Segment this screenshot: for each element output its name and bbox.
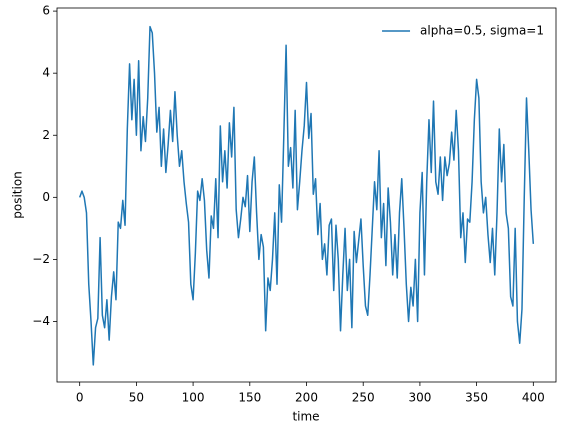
y-tick-label: −4 <box>32 314 50 328</box>
x-tick-label: 250 <box>352 391 375 405</box>
y-tick-label: 6 <box>42 4 50 18</box>
x-tick-label: 200 <box>295 391 318 405</box>
y-tick-label: 0 <box>42 190 50 204</box>
y-axis-label: position <box>11 171 25 219</box>
x-tick-label: 400 <box>522 391 545 405</box>
x-tick-label: 50 <box>129 391 144 405</box>
x-axis-label: time <box>292 410 319 424</box>
x-tick-label: 150 <box>238 391 261 405</box>
y-tick-label: 2 <box>42 128 50 142</box>
y-tick-label: −2 <box>32 252 50 266</box>
x-tick-label: 100 <box>182 391 205 405</box>
axes-frame <box>56 7 557 383</box>
data-line <box>78 25 535 366</box>
x-tick-label: 0 <box>76 391 84 405</box>
legend-label: alpha=0.5, sigma=1 <box>420 24 544 38</box>
y-tick-label: 4 <box>42 66 50 80</box>
x-tick-label: 300 <box>408 391 431 405</box>
x-tick-label: 350 <box>465 391 488 405</box>
